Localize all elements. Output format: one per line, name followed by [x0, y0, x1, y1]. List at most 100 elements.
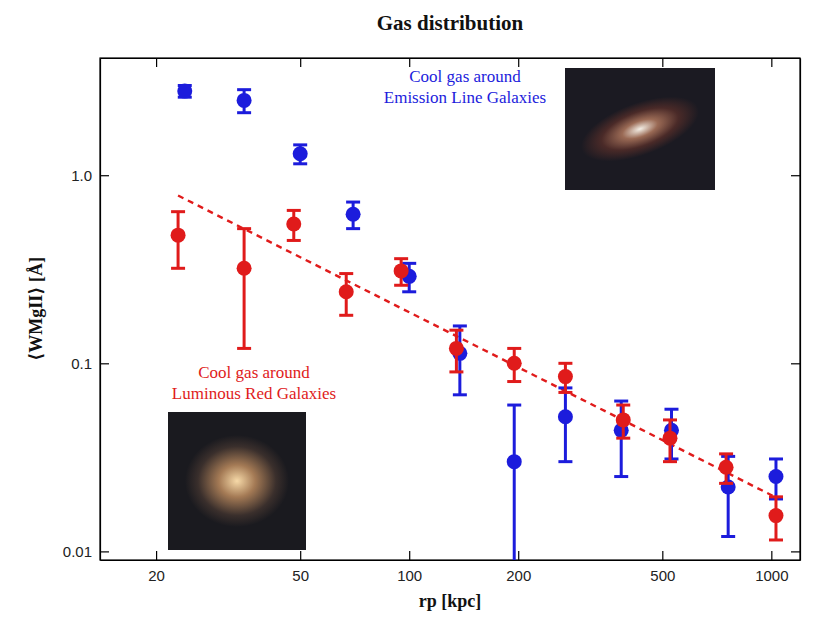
error-bar	[769, 459, 783, 499]
x-axis-tick-mark	[771, 551, 772, 560]
error-bar-cap	[287, 209, 301, 212]
error-bar-cap	[394, 257, 408, 260]
x-axis-tick-label: 500	[650, 567, 675, 584]
error-bar-cap	[171, 267, 185, 270]
y-axis-right-line	[800, 59, 801, 561]
x-axis-top-tick	[156, 58, 157, 67]
error-bar-cap	[664, 408, 678, 411]
y-axis-right-tick-mark	[791, 363, 800, 364]
error-bar-cap	[453, 393, 467, 396]
data-point	[768, 508, 783, 523]
x-axis-tick-label: 20	[148, 567, 165, 584]
title: Gas distribution	[377, 11, 524, 35]
x-axis-tick: 200	[506, 551, 531, 584]
data-point	[616, 412, 631, 427]
x-axis-tick: 50	[292, 551, 309, 584]
error-bar-cap	[339, 272, 353, 275]
error-bar-cap	[616, 437, 630, 440]
error-bar-cap	[507, 347, 521, 350]
y-axis-title: ⟨WMgII⟩ [Å]	[26, 257, 46, 361]
error-bar	[507, 405, 521, 560]
elg-image-glow	[573, 83, 707, 174]
error-bar	[346, 202, 360, 229]
error-bar	[287, 210, 301, 240]
annotation-line: Luminous Red Galaxies	[172, 384, 336, 403]
x-axis-tick-mark	[662, 551, 663, 560]
y-axis-right-tick	[791, 551, 800, 552]
y-axis-right-tick-mark	[791, 551, 800, 552]
data-point	[507, 356, 522, 371]
error-bar	[449, 330, 463, 372]
error-bar-cap	[237, 227, 251, 230]
error-bar	[453, 326, 467, 395]
data-point	[237, 93, 252, 108]
x-axis-tick: 500	[650, 551, 675, 584]
x-axis-line	[101, 560, 801, 561]
error-bar-stem	[243, 229, 246, 349]
annotation-line: Cool gas around	[409, 67, 521, 86]
x-axis-top-tick-mark	[409, 58, 410, 67]
error-bar-cap	[237, 111, 251, 114]
data-point	[339, 284, 354, 299]
x-axis-tick-mark	[409, 551, 410, 560]
data-point	[721, 479, 736, 494]
y-axis-tick-mark	[100, 363, 109, 364]
error-bar-cap	[558, 391, 572, 394]
x-axis-tick-mark	[518, 551, 519, 560]
data-point	[171, 228, 186, 243]
x-axis-top-tick	[409, 58, 410, 67]
error-bar	[293, 145, 307, 164]
error-bar	[339, 274, 353, 316]
error-bar-cap	[614, 475, 628, 478]
x-axis-tick-label: 100	[397, 567, 422, 584]
error-bar	[616, 405, 630, 438]
lrg-image-glow	[185, 435, 289, 527]
error-bar-cap	[449, 370, 463, 373]
x-axis-tick: 100	[397, 551, 422, 584]
error-bar	[394, 259, 408, 286]
data-point	[558, 369, 573, 384]
error-bar-cap	[721, 535, 735, 538]
x-axis-top-tick-mark	[300, 58, 301, 67]
error-bar-cap	[719, 452, 733, 455]
error-bar-cap	[293, 162, 307, 165]
elg-image	[565, 68, 715, 190]
error-bar	[719, 454, 733, 483]
chart: Gas distribution 20 50 100 200 500 1000 0.01 0.1…	[0, 0, 831, 623]
y-axis-tick: 0.1	[71, 355, 109, 372]
data-point	[719, 460, 734, 475]
y-axis-line	[100, 59, 101, 561]
error-bar-cap	[402, 290, 416, 293]
x-axis-top-tick	[518, 58, 519, 67]
error-bar-cap	[287, 239, 301, 242]
error-bar-cap	[663, 460, 677, 463]
error-bar-cap	[237, 88, 251, 91]
annotation: Cool gas aroundLuminous Red Galaxies	[172, 363, 336, 403]
x-axis: 20 50 100 200 500 1000	[101, 551, 801, 584]
error-bar-cap	[769, 538, 783, 541]
x-axis-tick: 20	[148, 551, 165, 584]
error-bar	[237, 90, 251, 113]
y-axis-tick-label: 0.1	[71, 355, 92, 372]
y-axis-tick-label: 1.0	[71, 167, 92, 184]
x-axis-tick-mark	[300, 551, 301, 560]
data-point	[768, 469, 783, 484]
error-bar	[663, 420, 677, 462]
x-axis-tick-label: 200	[506, 567, 531, 584]
fit-line	[178, 196, 779, 499]
data-point	[507, 454, 522, 469]
y-axis-tick: 0.01	[63, 543, 109, 560]
data-point	[293, 146, 308, 161]
error-bar-cap	[293, 143, 307, 146]
y-axis-right	[791, 59, 801, 561]
error-bar-cap	[346, 227, 360, 230]
error-bar-cap	[346, 201, 360, 204]
x-axis-tick: 1000	[755, 551, 788, 584]
error-bar-cap	[719, 482, 733, 485]
error-bar-cap	[558, 460, 572, 463]
x-axis-top	[101, 58, 801, 67]
lrg-image	[168, 412, 306, 550]
x-axis-top-tick-mark	[156, 58, 157, 67]
x-axis-tick-label: 50	[292, 567, 309, 584]
data-point	[286, 217, 301, 232]
